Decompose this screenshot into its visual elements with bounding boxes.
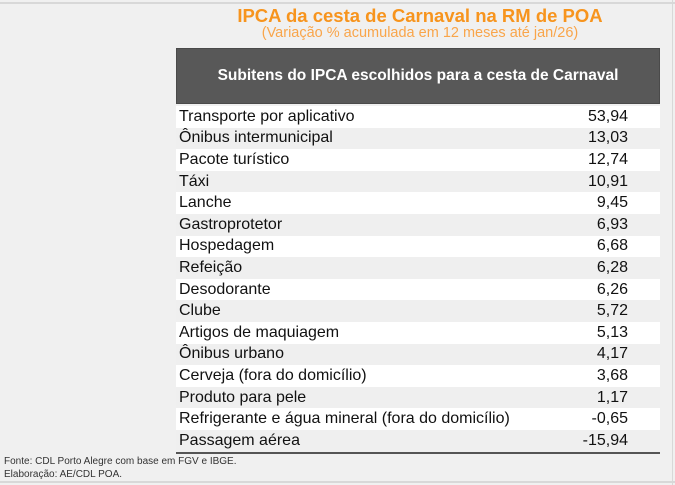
row-label: Hospedagem <box>179 237 275 255</box>
table-row: Lanche 9,45 <box>176 192 660 214</box>
row-value: 6,68 <box>596 237 628 255</box>
table-row: Refrigerante e água mineral (fora do dom… <box>176 408 660 430</box>
row-value: 10,91 <box>587 172 628 190</box>
row-value: 1,17 <box>596 388 628 406</box>
row-label: Transporte por aplicativo <box>179 107 355 125</box>
row-label: Lanche <box>179 194 232 212</box>
table-row: Desodorante 6,26 <box>176 278 660 301</box>
row-value: 13,03 <box>587 129 628 147</box>
row-value: 6,26 <box>596 280 628 298</box>
table-row: Ônibus intermunicipal 13,03 <box>176 127 660 150</box>
chart-title: IPCA da cesta de Carnaval na RM de POA <box>237 5 603 26</box>
table-row: Clube 5,72 <box>176 300 660 322</box>
row-value: 53,94 <box>587 107 628 125</box>
row-value: 12,74 <box>587 150 628 168</box>
credit-note: Elaboração: AE/CDL POA. <box>4 469 123 480</box>
data-table: Subitens do IPCA escolhidos para a cesta… <box>176 48 660 454</box>
row-value: 9,45 <box>596 194 628 212</box>
top-border <box>0 2 675 4</box>
table-row: Hospedagem 6,68 <box>176 235 660 258</box>
row-label: Clube <box>179 302 221 320</box>
row-label: Desodorante <box>179 280 271 298</box>
row-value: 6,93 <box>596 215 628 233</box>
table-row: Produto para pele 1,17 <box>176 386 660 409</box>
row-value: 6,28 <box>596 258 628 276</box>
row-label: Produto para pele <box>179 388 307 406</box>
row-label: Pacote turístico <box>179 150 290 168</box>
table-row: Refeição 6,28 <box>176 257 660 279</box>
row-value: -0,65 <box>591 410 628 428</box>
row-label: Refrigerante e água mineral (fora do dom… <box>179 410 510 428</box>
bottom-border <box>0 481 675 483</box>
right-border <box>672 0 673 485</box>
row-value: 3,68 <box>596 366 628 384</box>
row-label: Ônibus intermunicipal <box>179 129 333 147</box>
row-label: Gastroprotetor <box>179 215 283 233</box>
table-row: Gastroprotetor 6,93 <box>176 213 660 236</box>
chart-subtitle: (Variação % acumulada em 12 meses até ja… <box>261 25 579 41</box>
table-row: Táxi 10,91 <box>176 170 660 193</box>
row-label: Refeição <box>179 258 243 276</box>
table-header: Subitens do IPCA escolhidos para a cesta… <box>176 48 660 104</box>
row-value: 5,13 <box>596 323 628 341</box>
table-row: Passagem aérea -15,94 <box>176 429 660 452</box>
table-body: Transporte por aplicativo 53,94 Ônibus int… <box>176 104 660 454</box>
table-row: Artigos de maquiagem 5,13 <box>176 321 660 344</box>
row-value: 5,72 <box>596 302 628 320</box>
row-label: Táxi <box>179 172 210 190</box>
row-label: Cerveja (fora do domicílio) <box>179 366 367 384</box>
row-label: Artigos de maquiagem <box>179 323 340 341</box>
source-note: Fonte: CDL Porto Alegre com base em FGV … <box>4 456 237 467</box>
table-row: Cerveja (fora do domicílio) 3,68 <box>176 365 660 387</box>
row-value: 4,17 <box>596 345 628 363</box>
row-label: Ônibus urbano <box>179 345 284 363</box>
table-row: Transporte por aplicativo 53,94 <box>176 106 660 128</box>
row-label: Passagem aérea <box>179 431 300 449</box>
table-row: Pacote turístico 12,74 <box>176 149 660 171</box>
row-value: -15,94 <box>582 431 628 449</box>
table-row: Ônibus urbano 4,17 <box>176 343 660 366</box>
